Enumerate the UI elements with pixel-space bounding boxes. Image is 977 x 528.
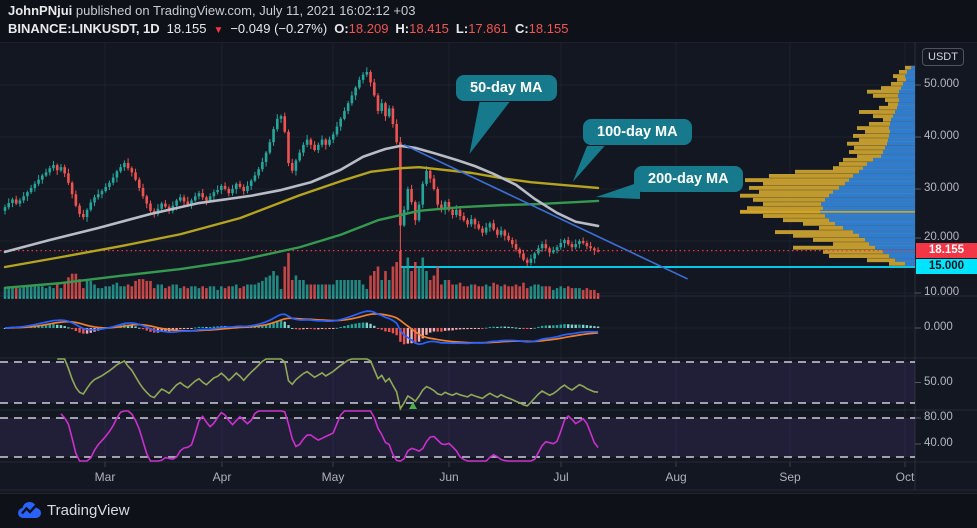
ma200-line [3,199,600,289]
month-label-Oct: Oct [895,470,915,484]
trendline[interactable] [403,144,688,280]
low-value: 17.861 [468,21,508,36]
ma50-line [3,144,600,254]
open-value: 18.209 [348,21,389,36]
price-tick-20.000: 20.000 [924,231,960,243]
price-tick-50.000: 50.000 [924,78,960,90]
chart-header: JohnPNjui published on TradingView.com, … [0,0,977,42]
stoch-mid-tick: 40.00 [924,437,953,449]
macd-panel [3,296,600,346]
month-label-Jul: Jul [553,470,569,484]
publish-info: published on TradingView.com, July 11, 2… [72,3,416,18]
ma100-line [3,165,600,269]
rsi-mid-tick: 50.00 [924,375,953,388]
signal-arrow-icon [409,402,417,409]
tradingview-logo-icon[interactable] [16,500,42,522]
currency-toggle[interactable]: USDT [922,48,964,66]
footer-brand[interactable]: TradingView [47,502,130,519]
stoch-upper-tick: 80.00 [924,411,953,423]
month-label-May: May [321,470,345,484]
month-label-Sep: Sep [779,470,801,484]
callout-ma200[interactable]: 200-day MA [634,166,743,192]
last-price-badge: 18.155 [916,243,977,258]
indicator-bands [0,361,915,458]
high-label: H: [395,21,410,36]
month-label-Aug: Aug [665,470,687,484]
low-label: L: [455,21,469,36]
price-tick-40.000: 40.000 [924,130,960,142]
price-level-lines [0,249,915,268]
rsi-panel [57,358,599,411]
publish-line: JohnPNjui published on TradingView.com, … [8,3,415,18]
down-arrow-icon: ▼ [213,25,224,36]
support-price-badge: 15.000 [916,259,977,274]
stoch-panel [60,402,599,462]
footer-bar: TradingView [0,493,977,528]
last-price: 18.155 [166,21,207,36]
volume-bars [3,251,600,297]
author-name: JohnPNjui [8,3,73,18]
symbol-name: BINANCE:LINKUSDT, 1D [8,21,160,36]
macd-zero-tick: 0.000 [924,321,953,333]
callout-ma100[interactable]: 100-day MA [583,119,692,145]
month-label-Jun: Jun [439,470,459,484]
price-tick-10.000: 10.000 [924,286,960,298]
volume-profile [740,65,915,266]
price-change: −0.049 (−0.27%) [230,21,328,36]
callout-ma50[interactable]: 50-day MA [456,75,557,101]
close-label: C: [514,21,529,36]
close-value: 18.155 [528,21,569,36]
high-value: 18.415 [409,21,449,36]
open-label: O: [334,21,349,36]
month-label-Apr: Apr [212,470,232,484]
month-label-Mar: Mar [94,470,116,484]
symbol-ohlc-line: BINANCE:LINKUSDT, 1D 18.155 ▼ −0.049 (−0.27… [8,21,568,36]
price-tick-30.000: 30.000 [924,182,960,194]
